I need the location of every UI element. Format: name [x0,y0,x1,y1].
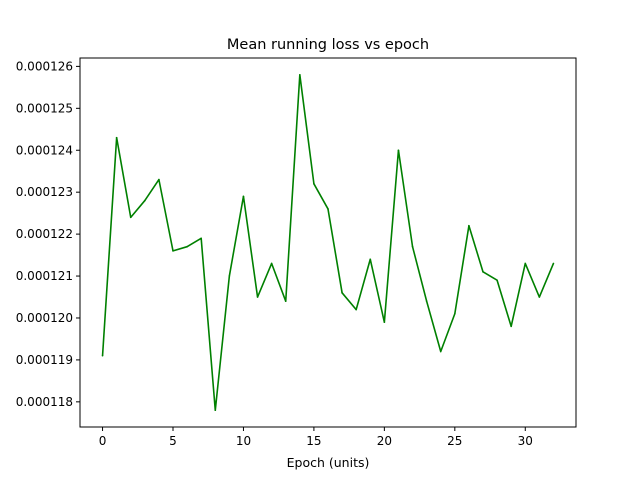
chart-title: Mean running loss vs epoch [227,37,429,53]
data-point [242,195,245,198]
data-point [524,262,527,265]
data-point [200,237,202,240]
data-point [383,321,386,323]
data-point [355,308,357,311]
x-tick-label: 10 [236,434,251,448]
data-point [214,409,217,412]
y-tick-label: 0.000123 [16,185,73,199]
series-layer [101,73,555,412]
x-tick-label: 30 [518,434,533,448]
data-point [468,224,470,227]
data-point [552,262,555,265]
x-axis: 0 5 10 15 20 25 30 [99,427,533,448]
data-point [397,149,400,152]
data-point [115,136,118,139]
series-line [101,73,555,412]
data-point [538,296,541,298]
y-tick-label: 0.000125 [16,101,73,115]
data-point [256,296,259,298]
data-point [496,279,498,282]
y-tick-label: 0.000120 [16,311,73,325]
data-point [425,300,428,303]
data-point [369,258,372,261]
data-point [144,199,146,202]
data-point [510,325,512,328]
y-tick-label: 0.000121 [16,269,73,283]
data-point [101,354,104,357]
x-tick-label: 20 [377,434,392,448]
data-point [439,350,442,353]
data-point [411,245,414,248]
data-point [129,216,132,219]
x-tick-label: 15 [306,434,321,448]
plot-frame [79,57,577,428]
y-tick-label: 0.000122 [16,227,73,241]
y-tick-label: 0.000118 [16,395,73,409]
y-axis: 0.000118 0.000119 0.000120 0.000121 0.000122… [16,59,80,409]
data-point [270,262,273,265]
data-point [158,178,160,181]
data-point [299,73,301,76]
data-point [482,271,484,273]
data-point [284,300,287,303]
data-point [186,245,188,248]
y-tick-label: 0.000126 [16,59,73,73]
x-axis-label: Epoch (units) [287,455,370,470]
x-tick-label: 5 [169,434,177,448]
data-point [327,208,329,210]
data-point [313,182,315,185]
data-point [454,312,456,315]
x-tick-label: 25 [447,434,462,448]
data-point [172,250,174,252]
y-tick-label: 0.000119 [16,353,73,367]
data-point [341,292,343,294]
y-tick-label: 0.000124 [16,143,73,157]
data-point [228,275,231,277]
x-tick-label: 0 [99,434,107,448]
